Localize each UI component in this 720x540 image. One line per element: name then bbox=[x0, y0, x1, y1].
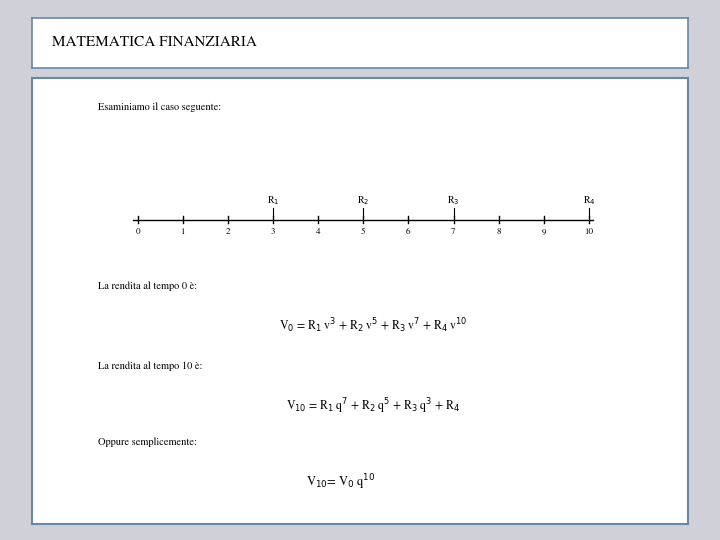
Text: R$_1$: R$_1$ bbox=[267, 194, 279, 207]
Text: La rendita al tempo 10 è:: La rendita al tempo 10 è: bbox=[98, 361, 202, 371]
Text: Oppure semplicemente:: Oppure semplicemente: bbox=[98, 437, 197, 447]
Text: 2: 2 bbox=[225, 228, 230, 236]
Text: 8: 8 bbox=[496, 228, 501, 236]
Text: 10: 10 bbox=[585, 228, 593, 236]
Text: R$_3$: R$_3$ bbox=[447, 194, 459, 207]
Text: 9: 9 bbox=[541, 228, 546, 236]
Text: V$_{10}$ = R$_1$ q$^7$ + R$_2$ q$^5$ + R$_3$ q$^3$ + R$_4$: V$_{10}$ = R$_1$ q$^7$ + R$_2$ q$^5$ + R… bbox=[286, 397, 460, 416]
Text: 7: 7 bbox=[451, 228, 456, 236]
Text: 3: 3 bbox=[271, 228, 275, 236]
Text: R$_4$: R$_4$ bbox=[582, 194, 595, 207]
Text: La rendita al tempo 0 è:: La rendita al tempo 0 è: bbox=[98, 281, 197, 291]
Text: 5: 5 bbox=[361, 228, 366, 236]
Text: Esaminiamo il caso seguente:: Esaminiamo il caso seguente: bbox=[98, 103, 221, 112]
Text: V$_{10}$= V$_0$ q$^{10}$: V$_{10}$= V$_0$ q$^{10}$ bbox=[305, 472, 375, 492]
Text: 0: 0 bbox=[135, 228, 140, 236]
Text: 1: 1 bbox=[181, 228, 185, 236]
Text: 6: 6 bbox=[406, 228, 410, 236]
Text: R$_2$: R$_2$ bbox=[357, 194, 369, 207]
Text: MATEMATICA FINANZIARIA: MATEMATICA FINANZIARIA bbox=[52, 36, 257, 49]
Text: V$_0$ = R$_1$ v$^3$ + R$_2$ v$^5$ + R$_3$ v$^7$ + R$_4$ v$^{10}$: V$_0$ = R$_1$ v$^3$ + R$_2$ v$^5$ + R$_3… bbox=[279, 316, 467, 335]
Text: 4: 4 bbox=[316, 228, 320, 236]
